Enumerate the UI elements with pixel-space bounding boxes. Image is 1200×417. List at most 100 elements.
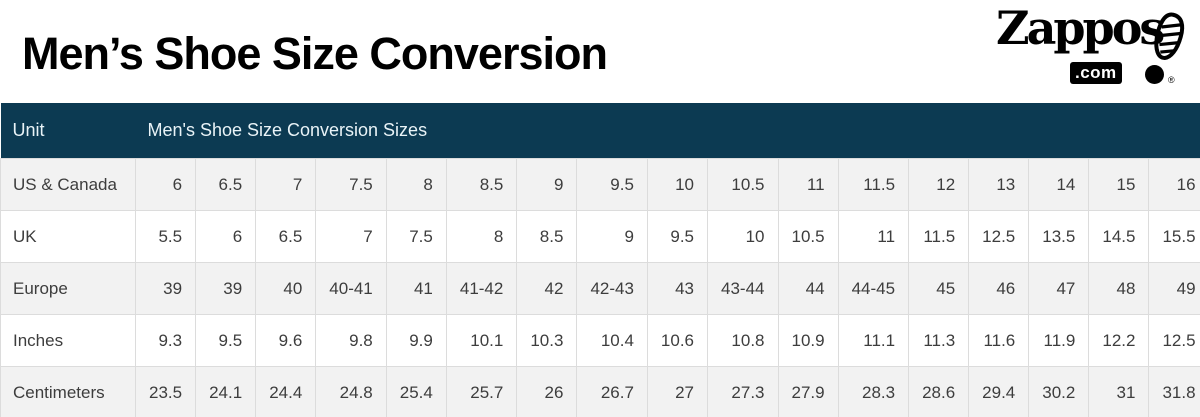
size-cell: 9.6 (255, 314, 317, 367)
size-cell: 12.2 (1088, 314, 1150, 367)
size-cell: 16 (1148, 158, 1200, 211)
size-cell: 41 (385, 262, 447, 315)
size-cell: 43-44 (707, 262, 779, 315)
size-cell: 7.5 (385, 210, 447, 263)
size-cell: 10.4 (576, 314, 648, 367)
size-cell: 15.5 (1148, 210, 1200, 263)
conversion-table-body: US & Canada 6 6.5 7 7.5 8 8.5 9 9.5 10 10.5 11 11.5 1… (0, 158, 1200, 417)
size-cell: 10.3 (516, 314, 578, 367)
size-cell: 10.5 (777, 210, 839, 263)
size-cell: 24.4 (255, 366, 317, 417)
size-cell: 31.8 (1148, 366, 1200, 417)
zappos-wordmark: Zappos (996, 0, 1165, 55)
size-cell: 6.5 (255, 210, 317, 263)
size-cell: 9 (576, 210, 648, 263)
table-row: Inches 9.3 9.5 9.6 9.8 9.9 10.1 10.3 10.4 10.6 10.… (0, 314, 1200, 367)
page-header: Men’s Shoe Size Conversion Zappos .com ® (0, 0, 1200, 103)
size-cell: 39 (195, 262, 257, 315)
size-cell: 11.9 (1028, 314, 1090, 367)
size-cell: 25.4 (385, 366, 447, 417)
size-cell: 44-45 (837, 262, 910, 315)
size-cell: 43 (646, 262, 709, 315)
size-cell: 11.3 (908, 314, 970, 367)
size-cell: 30.2 (1028, 366, 1090, 417)
size-cell: 11.1 (837, 314, 910, 367)
size-cell: 12 (908, 158, 970, 211)
size-cell: 6.5 (195, 158, 257, 211)
size-cell: 7 (315, 210, 387, 263)
size-cell: 11.5 (837, 158, 910, 211)
size-cell: 5.5 (134, 210, 197, 263)
table-row: UK 5.5 6 6.5 7 7.5 8 8.5 9 9.5 10 10.5 11 11.5 12.5 13.… (0, 210, 1200, 263)
size-cell: 11.5 (908, 210, 970, 263)
size-cell: 47 (1028, 262, 1090, 315)
shoe-print-icon (1154, 12, 1185, 60)
size-cell: 26 (516, 366, 578, 417)
size-cell: 25.7 (445, 366, 518, 417)
size-cell: 28.6 (908, 366, 970, 417)
size-cell: 13 (968, 158, 1030, 211)
size-cell: 31 (1088, 366, 1150, 417)
size-cell: 24.8 (315, 366, 387, 417)
size-cell: 9.5 (195, 314, 257, 367)
size-cell: 9 (516, 158, 578, 211)
size-cell: 26.7 (576, 366, 648, 417)
size-cell: 10.6 (646, 314, 709, 367)
size-cell: 23.5 (134, 366, 197, 417)
size-cell: 42 (516, 262, 578, 315)
size-cell: 24.1 (195, 366, 257, 417)
conversion-table: Unit Men's Shoe Size Conversion Sizes US… (0, 103, 1200, 417)
conversion-table-head: Unit Men's Shoe Size Conversion Sizes (0, 103, 1200, 159)
size-cell: 6 (134, 158, 197, 211)
size-cell: 41-42 (445, 262, 518, 315)
size-cell: 40-41 (315, 262, 387, 315)
row-label-europe: Europe (0, 262, 136, 315)
size-cell: 9.5 (576, 158, 648, 211)
size-cell: 8 (445, 210, 518, 263)
size-cell: 49 (1148, 262, 1200, 315)
zappos-logo: Zappos .com ® (994, 2, 1190, 97)
zappos-com-badge: .com (1070, 61, 1122, 84)
sizes-column-header: Men's Shoe Size Conversion Sizes (135, 103, 1200, 159)
size-cell: 39 (134, 262, 197, 315)
size-cell: 10.5 (707, 158, 779, 211)
size-cell: 12.5 (1148, 314, 1200, 367)
row-label-centimeters: Centimeters (0, 366, 136, 417)
row-label-inches: Inches (0, 314, 136, 367)
size-cell: 8.5 (445, 158, 518, 211)
registered-trademark: ® (1168, 74, 1175, 85)
size-cell: 9.3 (134, 314, 197, 367)
page-title: Men’s Shoe Size Conversion (22, 28, 608, 79)
size-cell: 9.8 (315, 314, 387, 367)
size-cell: 27.3 (707, 366, 779, 417)
size-cell: 11.6 (968, 314, 1030, 367)
table-row: US & Canada 6 6.5 7 7.5 8 8.5 9 9.5 10 10.5 11 11.5 1… (0, 158, 1200, 211)
size-cell: 7 (255, 158, 317, 211)
size-cell: 13.5 (1028, 210, 1090, 263)
size-cell: 46 (968, 262, 1030, 315)
size-cell: 12.5 (968, 210, 1030, 263)
size-cell: 48 (1088, 262, 1150, 315)
row-label-uk: UK (0, 210, 136, 263)
size-cell: 8 (385, 158, 447, 211)
size-cell: 9.9 (385, 314, 447, 367)
unit-column-header: Unit (0, 103, 136, 159)
size-cell: 10.1 (445, 314, 518, 367)
size-cell: 28.3 (837, 366, 910, 417)
row-label-us-canada: US & Canada (0, 158, 136, 211)
shoe-print-dot-icon (1145, 64, 1164, 84)
size-cell: 14 (1028, 158, 1090, 211)
size-cell: 10.9 (777, 314, 839, 367)
size-cell: 9.5 (646, 210, 709, 263)
size-cell: 15 (1088, 158, 1150, 211)
size-cell: 44 (777, 262, 839, 315)
size-cell: 40 (255, 262, 317, 315)
size-cell: 11 (837, 210, 910, 263)
size-cell: 11 (777, 158, 839, 211)
size-cell: 10 (646, 158, 709, 211)
size-cell: 7.5 (315, 158, 387, 211)
size-cell: 10.8 (707, 314, 779, 367)
size-cell: 42-43 (576, 262, 648, 315)
size-cell: 10 (707, 210, 779, 263)
